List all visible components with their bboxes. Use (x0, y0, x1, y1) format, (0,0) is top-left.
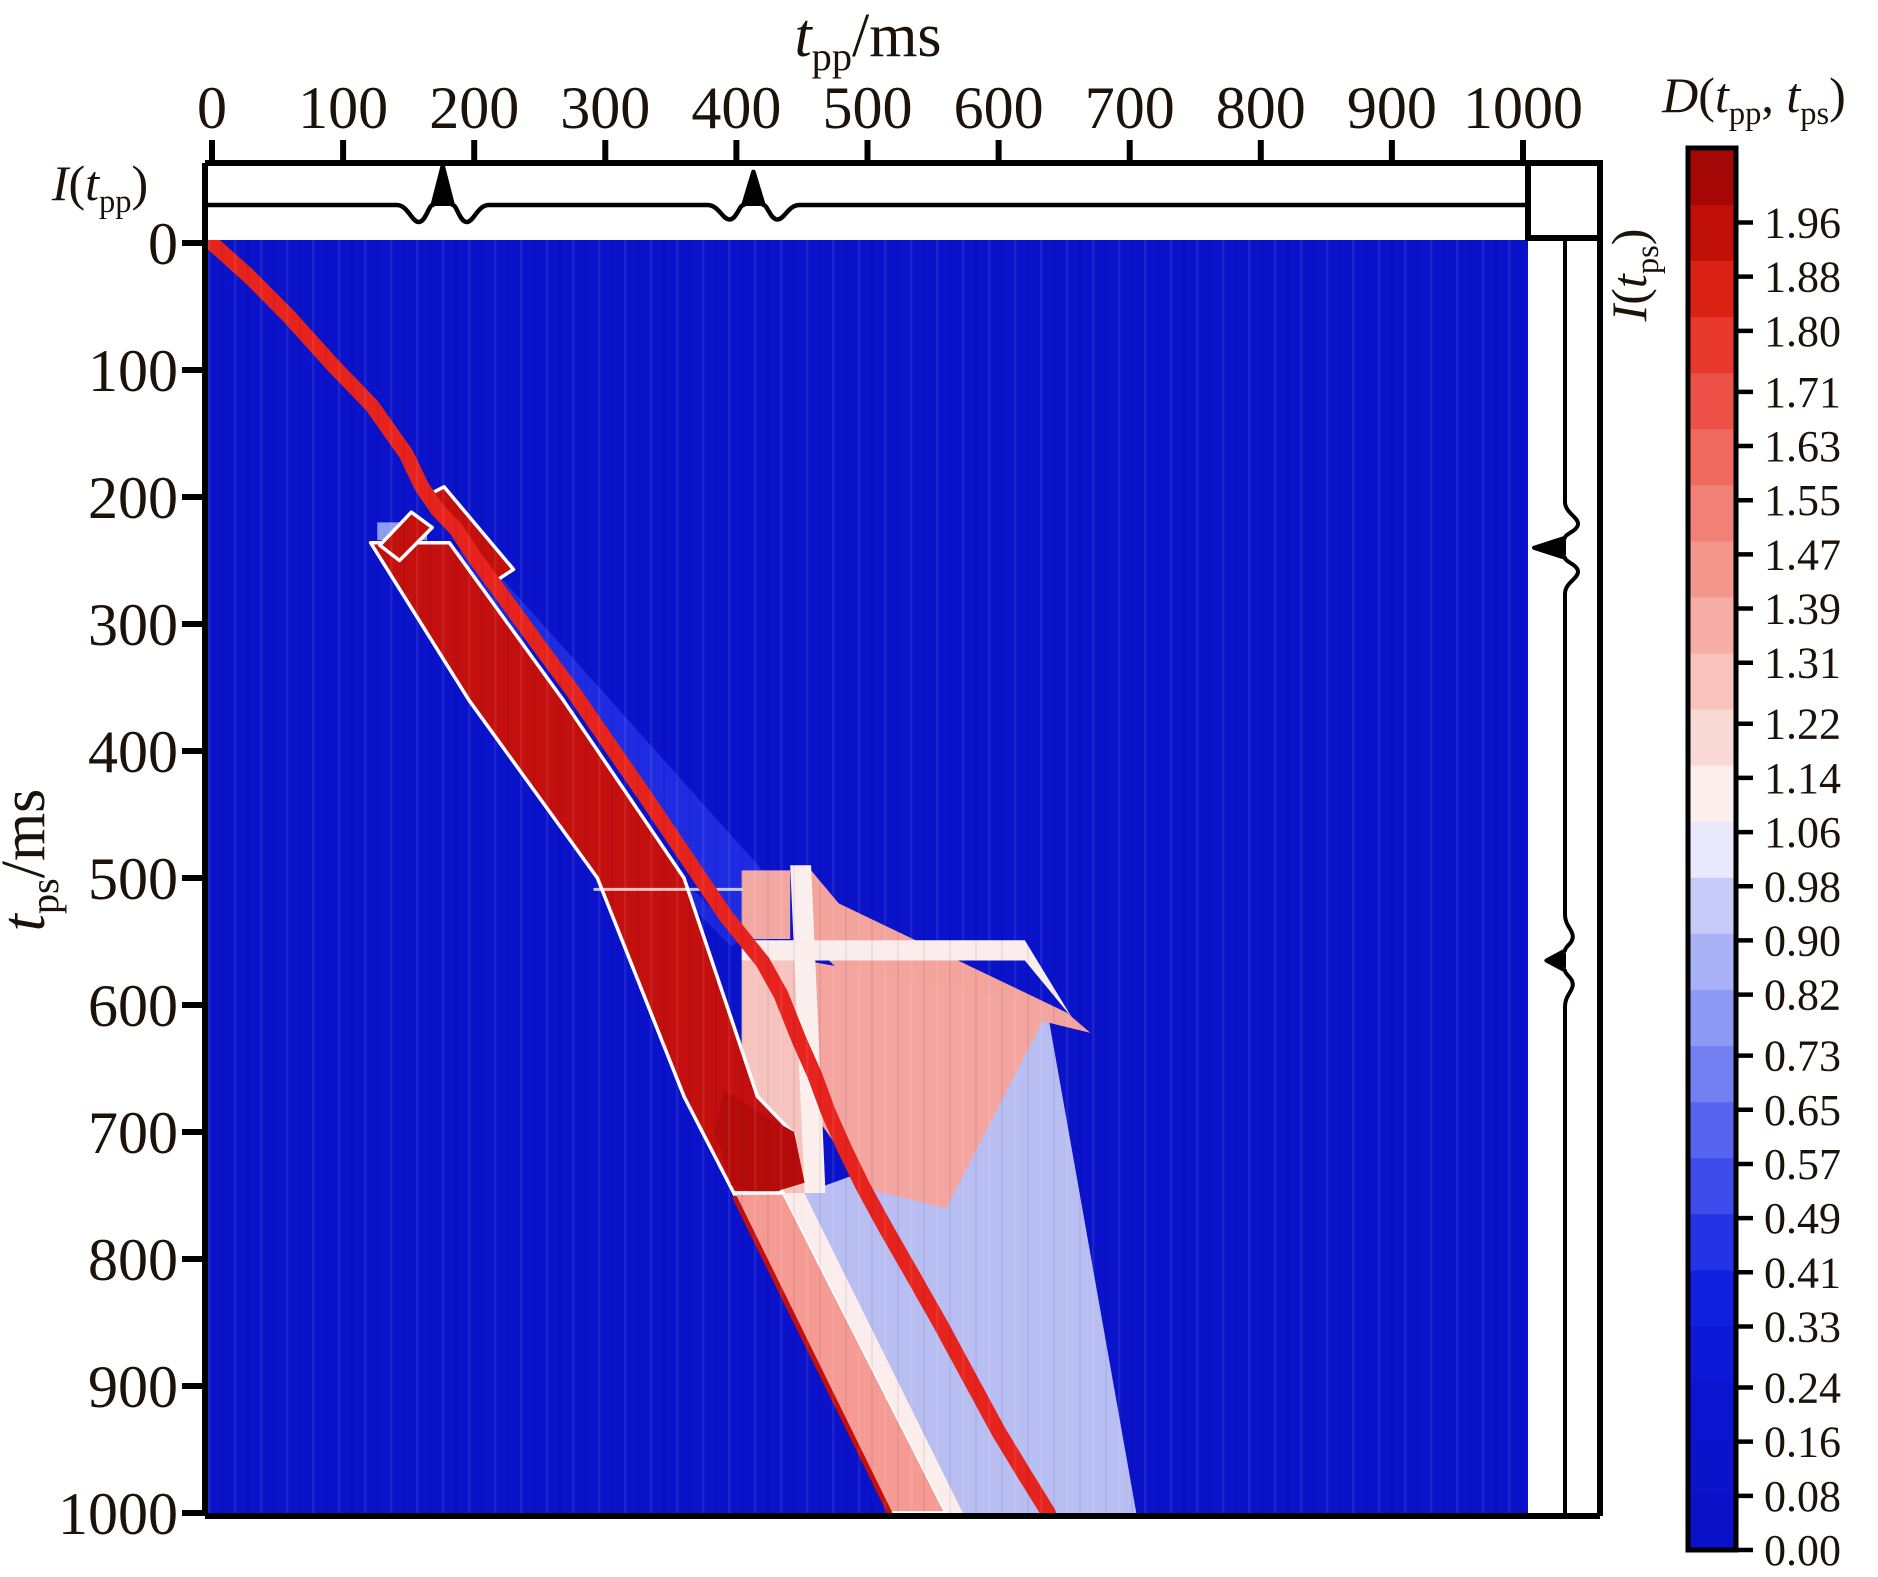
y-axis-title: tps/ms (0, 789, 67, 932)
x-tick-label: 600 (954, 75, 1044, 141)
x-tick-label: 100 (298, 75, 388, 141)
colorbar-segment (1688, 877, 1736, 934)
trace-corner-box (1525, 160, 1603, 241)
x-axis-ticks: 0 100 200 300 400 500 600 700 800 900 1000 (197, 75, 1583, 163)
colorbar-segment (1688, 1045, 1736, 1103)
y-tick-label: 0 (148, 211, 178, 277)
colorbar-tick-label: 1.63 (1764, 422, 1841, 471)
colorbar-segment (1688, 764, 1736, 822)
y-tick-label: 800 (88, 1227, 178, 1293)
colorbar-segment (1688, 148, 1736, 205)
colorbar-tick-label: 0.82 (1764, 971, 1841, 1020)
colorbar-segment (1688, 1101, 1736, 1159)
colorbar-tick-label: 0.33 (1764, 1302, 1841, 1351)
colorbar-tick-label: 1.71 (1764, 368, 1841, 417)
x-tick-label: 500 (823, 75, 913, 141)
y-tick-label: 200 (88, 465, 178, 531)
colorbar-segment (1688, 820, 1736, 878)
colorbar-segment (1688, 1381, 1736, 1439)
right-trace-spike-2 (1546, 952, 1566, 969)
heatmap-trace-stripes (205, 240, 1528, 1516)
colorbar-tick-label: 0.73 (1764, 1032, 1841, 1081)
colorbar-segment (1688, 484, 1736, 542)
colorbar-segment (1688, 1437, 1736, 1495)
y-tick-label: 600 (88, 973, 178, 1039)
colorbar-tick-label: 1.55 (1764, 476, 1841, 525)
colorbar-segment (1688, 708, 1736, 766)
top-trace-waveform (205, 163, 1528, 225)
colorbar-segment (1688, 1213, 1736, 1271)
top-trace-spike-2 (745, 171, 762, 206)
colorbar-segment (1688, 372, 1736, 430)
colorbar-segment (1688, 989, 1736, 1047)
x-tick-label: 800 (1216, 75, 1306, 141)
colorbar-tick-label: 0.24 (1764, 1363, 1841, 1412)
y-tick-label: 900 (88, 1354, 178, 1420)
colorbar-segment (1688, 540, 1736, 598)
right-trace-spike-1 (1534, 539, 1566, 556)
colorbar-tick-label: 0.08 (1764, 1472, 1841, 1521)
right-trace-waveform (1532, 238, 1580, 1516)
right-trace-label: I(tps) (1601, 229, 1666, 323)
y-tick-label: 500 (88, 846, 178, 912)
colorbar-tick-label: 1.06 (1764, 808, 1841, 857)
colorbar-tick-label: 1.14 (1764, 754, 1841, 803)
colorbar-title: D(tpp, tps) (1661, 67, 1846, 132)
colorbar-segment (1688, 596, 1736, 654)
colorbar-tick-label: 0.49 (1764, 1194, 1841, 1243)
colorbar-tick-label: 0.16 (1764, 1418, 1841, 1467)
y-tick-label: 400 (88, 719, 178, 785)
colorbar-tick-label: 1.31 (1764, 639, 1841, 688)
colorbar-tick-label: 0.98 (1764, 862, 1841, 911)
colorbar-border (1685, 145, 1739, 1553)
colorbar-tick-label: 0.90 (1764, 916, 1841, 965)
colorbar-segment (1688, 933, 1736, 990)
wiggle-traces (205, 163, 1580, 1516)
colorbar-tick-label: 1.80 (1764, 307, 1841, 356)
colorbar-segment (1688, 1157, 1736, 1215)
x-tick-label: 200 (429, 75, 519, 141)
y-tick-label: 1000 (58, 1481, 178, 1547)
colorbar-tick-label: 1.39 (1764, 585, 1841, 634)
colorbar-segment (1688, 1269, 1736, 1327)
colorbar-segment (1688, 260, 1736, 318)
colorbar-tick-label: 0.41 (1764, 1248, 1841, 1297)
colorbar-segment (1688, 204, 1736, 261)
colorbar-tick-label: 0.57 (1764, 1140, 1841, 1189)
x-tick-label: 1000 (1463, 75, 1583, 141)
top-trace-label: I(tpp) (51, 155, 148, 220)
x-tick-label: 700 (1085, 75, 1175, 141)
y-tick-label: 700 (88, 1100, 178, 1166)
x-axis-title: tpp/ms (794, 2, 941, 79)
axes-frame (202, 160, 1603, 1519)
colorbar-tick-label: 1.96 (1764, 199, 1841, 248)
colorbar-tick-label: 1.22 (1764, 700, 1841, 749)
x-tick-label: 300 (560, 75, 650, 141)
colorbar-segment (1688, 316, 1736, 374)
colorbar-segment (1688, 1325, 1736, 1383)
colorbar-tick-label: 1.88 (1764, 253, 1841, 302)
colorbar-tick-label: 0.65 (1764, 1086, 1841, 1135)
colorbar-segment (1688, 652, 1736, 710)
x-tick-label: 0 (197, 75, 227, 141)
x-tick-label: 400 (691, 75, 781, 141)
y-tick-label: 300 (88, 592, 178, 658)
colorbar: 1.96 1.88 1.80 1.71 1.63 1.55 1.47 1.39 1.31 1.22… (1685, 145, 1841, 1575)
heatmap-area (205, 240, 1528, 1516)
colorbar-tick-label: 1.47 (1764, 530, 1841, 579)
top-trace-spike-1 (434, 166, 451, 206)
colorbar-tick-label: 0.00 (1764, 1526, 1841, 1575)
colorbar-segment (1688, 428, 1736, 486)
x-tick-label: 900 (1347, 75, 1437, 141)
colorbar-segment (1688, 1493, 1736, 1551)
y-axis-ticks: 0 100 200 300 400 500 600 700 800 900 1000 (58, 211, 205, 1547)
y-tick-label: 100 (88, 338, 178, 404)
